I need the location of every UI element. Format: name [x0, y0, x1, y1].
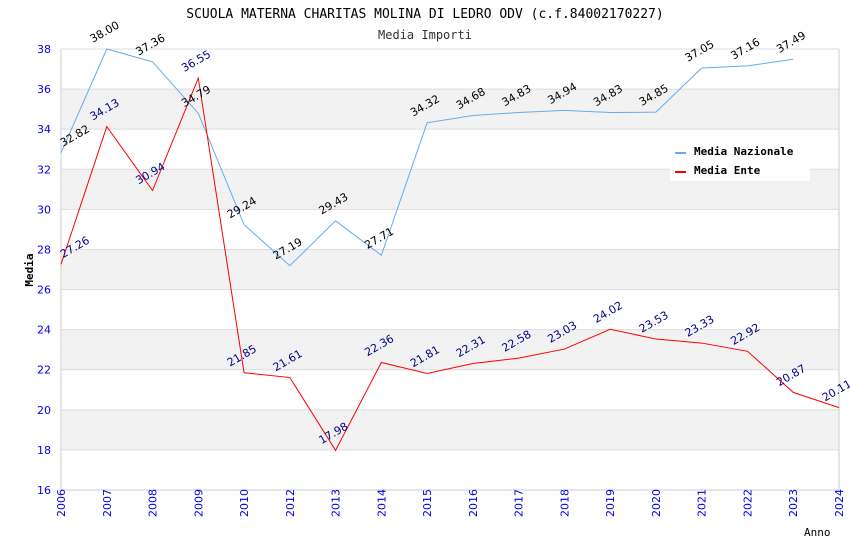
data-label: 24.02 [591, 299, 625, 326]
x-tick-label: 2022 [741, 489, 754, 517]
x-tick-label: 2021 [696, 489, 709, 517]
y-tick-label: 36 [37, 83, 51, 96]
data-label: 38.00 [88, 19, 122, 46]
x-tick-label: 2006 [55, 489, 68, 517]
x-tick-label: 2009 [192, 489, 205, 517]
grid-band [61, 249, 839, 290]
data-label: 37.49 [774, 29, 808, 56]
y-tick-label: 20 [37, 404, 51, 417]
y-tick-label: 28 [37, 243, 51, 256]
x-tick-label: 2012 [284, 489, 297, 517]
y-tick-label: 30 [37, 203, 51, 216]
x-tick-label: 2007 [101, 489, 114, 517]
y-tick-label: 18 [37, 444, 51, 457]
data-label: 37.16 [728, 35, 762, 62]
grid-band [61, 409, 839, 450]
series-line-nazionale [60, 48, 794, 267]
data-label: 27.71 [362, 225, 396, 252]
x-axis-label: Anno [804, 526, 831, 539]
chart-subtitle: Media Importi [378, 28, 472, 42]
x-tick-label: 2018 [558, 489, 571, 517]
x-tick-label: 2020 [650, 489, 663, 517]
y-tick-label: 22 [37, 364, 51, 377]
data-label: 20.11 [820, 377, 850, 404]
data-label: 37.36 [134, 31, 168, 58]
y-tick-label: 24 [37, 324, 51, 337]
x-tick-label: 2024 [833, 489, 846, 517]
y-tick-label: 38 [37, 43, 51, 56]
x-tick-label: 2017 [513, 489, 526, 517]
legend-label-nazionale: Media Nazionale [694, 145, 794, 158]
legend-label-ente: Media Ente [694, 164, 761, 177]
y-tick-label: 34 [37, 123, 51, 136]
data-label: 36.55 [179, 48, 213, 75]
grid-band [61, 89, 839, 130]
legend: Media Nazionale Media Ente [670, 140, 810, 181]
x-tick-label: 2019 [604, 489, 617, 517]
data-label: 37.05 [683, 38, 717, 65]
y-tick-label: 26 [37, 284, 51, 297]
y-axis-label: Media [23, 253, 36, 286]
series-line-ente [60, 76, 840, 452]
x-tick-label: 2010 [238, 489, 251, 517]
x-tick-label: 2008 [147, 489, 160, 517]
x-tick-label: 2016 [467, 489, 480, 517]
grid-band [61, 329, 839, 370]
x-tick-label: 2014 [375, 489, 388, 517]
y-tick-label: 16 [37, 484, 51, 497]
y-tick-label: 32 [37, 163, 51, 176]
chart-title: SCUOLA MATERNA CHARITAS MOLINA DI LEDRO … [186, 7, 663, 22]
x-tick-label: 2013 [330, 489, 343, 517]
x-tick-label: 2023 [787, 489, 800, 517]
x-tick-label: 2015 [421, 489, 434, 517]
